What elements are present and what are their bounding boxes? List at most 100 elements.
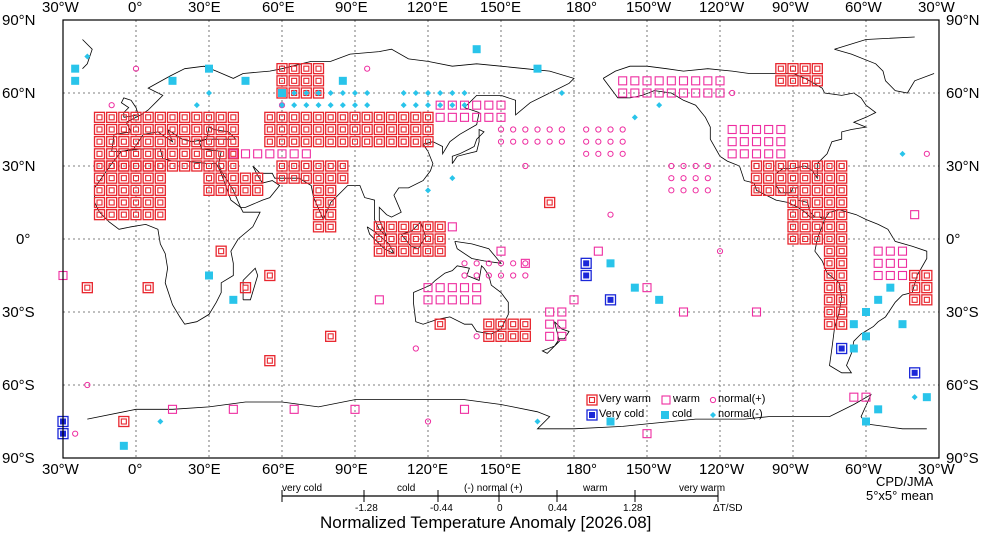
very-warm-marker [424, 248, 432, 255]
normal-minus-marker [425, 90, 431, 96]
very-warm-marker [254, 175, 261, 182]
very-warm-marker [789, 235, 797, 243]
very-warm-marker [278, 114, 286, 121]
very-warm-marker [205, 162, 213, 170]
very-warm-marker [106, 184, 118, 196]
very-warm-marker [811, 172, 823, 184]
very-warm-marker [239, 184, 252, 196]
very-warm-marker [325, 209, 337, 221]
legend-symbol-cold [661, 411, 669, 419]
very-warm-marker [120, 126, 127, 133]
very-warm-marker [337, 172, 349, 184]
scale-word-warm: warm [583, 483, 608, 494]
normal-plus-marker [607, 211, 614, 218]
warm-marker [289, 404, 299, 414]
very-warm-marker [750, 160, 763, 172]
warm-marker [447, 295, 457, 305]
scale-tick-label: -0.44 [430, 503, 453, 514]
cold-marker [898, 320, 907, 329]
normal-plus-marker [583, 138, 590, 145]
lat-label-left: 90°S [2, 450, 35, 467]
warm-marker [897, 258, 908, 268]
normal-plus-marker [522, 138, 529, 145]
very-warm-marker [836, 245, 848, 257]
very-warm-marker [193, 114, 200, 121]
very-warm-marker [118, 123, 130, 136]
scale-tick-label: -1.28 [355, 503, 378, 514]
very-warm-marker [823, 233, 836, 245]
very-warm-marker [315, 175, 322, 182]
very-warm-marker [836, 172, 848, 184]
very-warm-marker [909, 269, 921, 282]
normal-minus-marker [425, 102, 431, 109]
very-warm-marker [838, 284, 845, 291]
very-warm-marker [300, 75, 312, 87]
very-warm-marker [312, 184, 325, 196]
warm-marker [751, 124, 762, 135]
cold-marker [630, 283, 639, 292]
normal-minus-marker [206, 90, 212, 96]
very-warm-marker [838, 175, 845, 182]
very-warm-marker [215, 111, 227, 123]
very-warm-marker [337, 123, 349, 136]
very-warm-marker [838, 162, 845, 170]
normal-minus-marker [631, 114, 638, 121]
very-warm-marker [775, 184, 787, 196]
warm-marker [751, 137, 762, 147]
warm-marker [727, 124, 737, 135]
very-warm-marker [315, 199, 322, 206]
legend-symbol-normal-plus [709, 396, 717, 404]
very-warm-marker [142, 209, 154, 221]
normal-plus-marker [522, 272, 529, 279]
warm-marker [751, 307, 762, 317]
very-warm-marker [154, 160, 166, 172]
very-warm-marker [193, 162, 200, 170]
very-warm-marker [154, 148, 166, 160]
very-warm-marker [327, 211, 334, 218]
very-warm-marker [205, 175, 213, 182]
warm-marker [885, 258, 895, 268]
very-warm-marker [142, 111, 154, 123]
warm-marker [715, 88, 725, 98]
very-warm-marker [826, 284, 833, 291]
normal-minus-marker [449, 90, 456, 96]
warm-marker [545, 331, 555, 341]
normal-minus-marker [899, 150, 906, 157]
very-warm-marker [753, 187, 760, 194]
warm-marker [557, 319, 567, 329]
very-warm-marker [373, 221, 385, 233]
very-warm-marker [203, 184, 215, 196]
very-warm-marker [327, 223, 334, 230]
very-warm-marker [288, 172, 300, 184]
normal-plus-marker [510, 272, 517, 279]
very-warm-marker [108, 150, 115, 157]
very-warm-marker [823, 196, 836, 209]
normal-plus-marker [510, 138, 517, 145]
very-warm-marker [239, 282, 252, 294]
very-warm-marker [145, 162, 152, 170]
very-warm-marker [300, 87, 312, 99]
normal-plus-marker [412, 345, 419, 352]
lon-label-bottom: 30°W [918, 461, 955, 478]
very-warm-marker [154, 111, 166, 123]
very-warm-marker [132, 162, 140, 170]
normal-plus-marker [607, 126, 614, 133]
very-warm-marker [179, 136, 191, 148]
warm-marker [727, 137, 737, 147]
very-warm-marker [838, 272, 845, 279]
warm-marker [715, 76, 725, 86]
normal-plus-marker [704, 187, 711, 194]
very-warm-marker [388, 223, 395, 230]
normal-minus-marker [303, 102, 310, 109]
normal-plus-marker [424, 418, 432, 425]
very-warm-marker [291, 175, 298, 182]
warm-marker [654, 76, 664, 86]
very-warm-marker [252, 184, 264, 196]
very-warm-marker [218, 126, 225, 133]
cold-marker [922, 393, 931, 402]
very-warm-marker [203, 148, 215, 160]
very-warm-marker [327, 187, 334, 194]
very-warm-marker [485, 333, 492, 340]
very-warm-marker [826, 308, 833, 316]
cold-marker [849, 344, 858, 353]
